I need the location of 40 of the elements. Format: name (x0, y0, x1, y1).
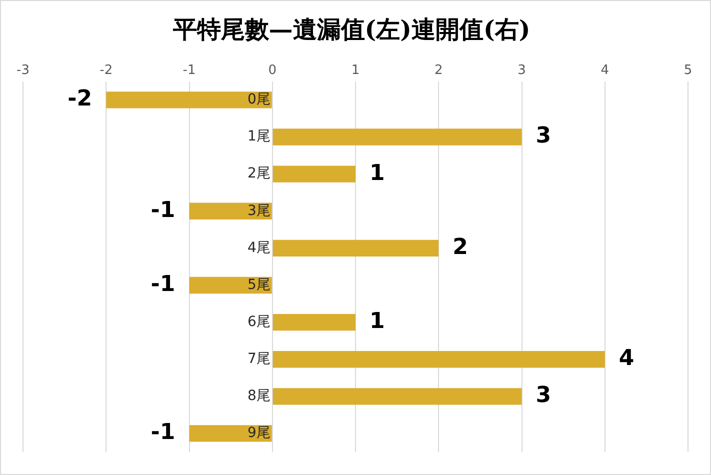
y-tick-label: 9尾 (247, 425, 270, 442)
bar (272, 314, 356, 331)
x-tick-label: 1 (351, 62, 360, 78)
bar (189, 276, 272, 294)
data-label: -2 (68, 86, 92, 112)
x-tick-label: 3 (518, 62, 526, 78)
x-tick-label: -1 (182, 62, 196, 78)
bar (272, 240, 439, 257)
y-tick-label: 6尾 (247, 314, 270, 330)
x-tick-label: 2 (434, 62, 443, 78)
bar (272, 166, 356, 182)
x-tick-label: 4 (600, 62, 610, 78)
y-tick-label: 3尾 (247, 202, 270, 219)
y-tick-label: 7尾 (247, 350, 270, 367)
bar (272, 351, 605, 368)
x-tick-label: 5 (684, 62, 692, 78)
data-label: -1 (150, 272, 176, 297)
data-label: 2 (452, 234, 468, 260)
y-tick-label: 1尾 (247, 128, 270, 145)
x-tick-label: -2 (100, 62, 113, 78)
chart-title: 平特尾數—遺漏值(左)連開值(右) (172, 14, 530, 44)
bar (272, 388, 522, 405)
y-tick-label: 4尾 (247, 240, 270, 256)
data-label: 1 (370, 160, 385, 186)
y-tick-label: 2尾 (247, 166, 270, 182)
bar (189, 425, 272, 442)
data-label: 4 (618, 346, 634, 372)
y-tick-label: 0尾 (247, 92, 270, 108)
data-label: -1 (150, 420, 176, 446)
data-label: 3 (536, 124, 552, 149)
y-tick-label: 5尾 (247, 276, 270, 293)
data-label: 3 (536, 383, 552, 408)
x-tick-label: 0 (268, 62, 277, 78)
x-tick-label: -3 (16, 62, 30, 78)
data-label: -1 (150, 198, 176, 223)
bar (272, 128, 522, 146)
y-tick-label: 8尾 (247, 388, 270, 404)
data-label: 1 (370, 309, 385, 334)
bar (106, 92, 272, 108)
bar (189, 202, 272, 220)
